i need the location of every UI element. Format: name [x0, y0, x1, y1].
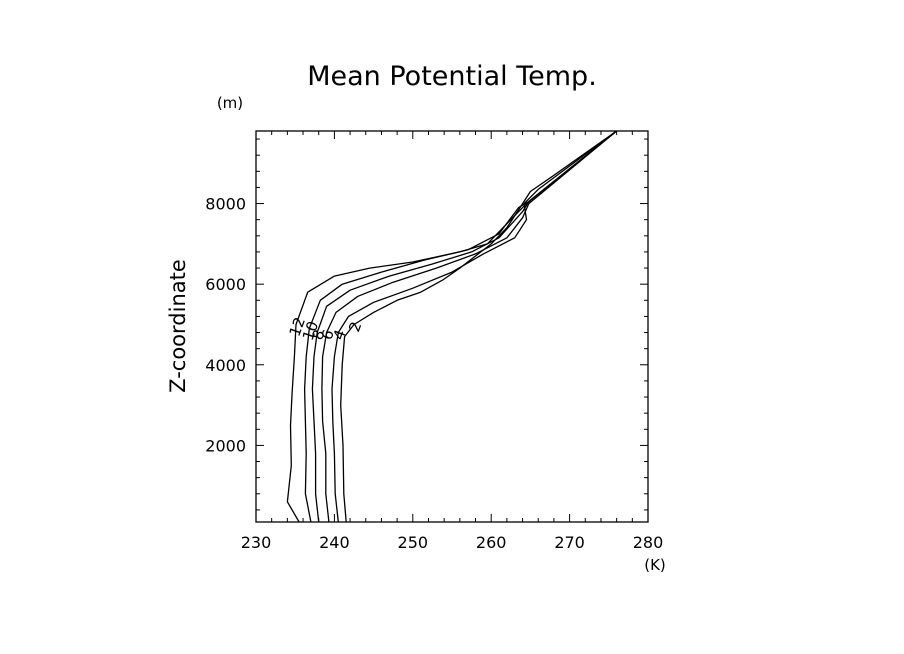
y-unit-label: (m) [217, 94, 243, 112]
plot-frame [255, 130, 649, 523]
x-tick-label: 230 [241, 533, 272, 552]
series-line-6 [321, 130, 618, 523]
contour-label: 12 [286, 315, 309, 339]
y-tick-label: 8000 [205, 195, 246, 214]
series-line-12 [286, 130, 618, 523]
x-tick-label: 250 [398, 533, 429, 552]
y-tick-label: 2000 [205, 436, 246, 455]
y-tick-label: 4000 [205, 356, 246, 375]
x-unit-label: (K) [644, 556, 666, 574]
x-tick-label: 280 [633, 533, 664, 552]
y-tick-label: 6000 [205, 275, 246, 294]
chart-title: Mean Potential Temp. [307, 61, 597, 92]
x-tick-label: 260 [476, 533, 507, 552]
x-tick-label: 240 [319, 533, 350, 552]
series-line-8 [311, 130, 618, 523]
y-axis-title: Z-coordinate [166, 259, 190, 393]
contour-label: 10 [299, 319, 322, 343]
x-tick-label: 270 [554, 533, 585, 552]
series-line-10 [303, 130, 618, 523]
series-line-4 [331, 130, 617, 523]
series-line-2 [340, 130, 617, 523]
